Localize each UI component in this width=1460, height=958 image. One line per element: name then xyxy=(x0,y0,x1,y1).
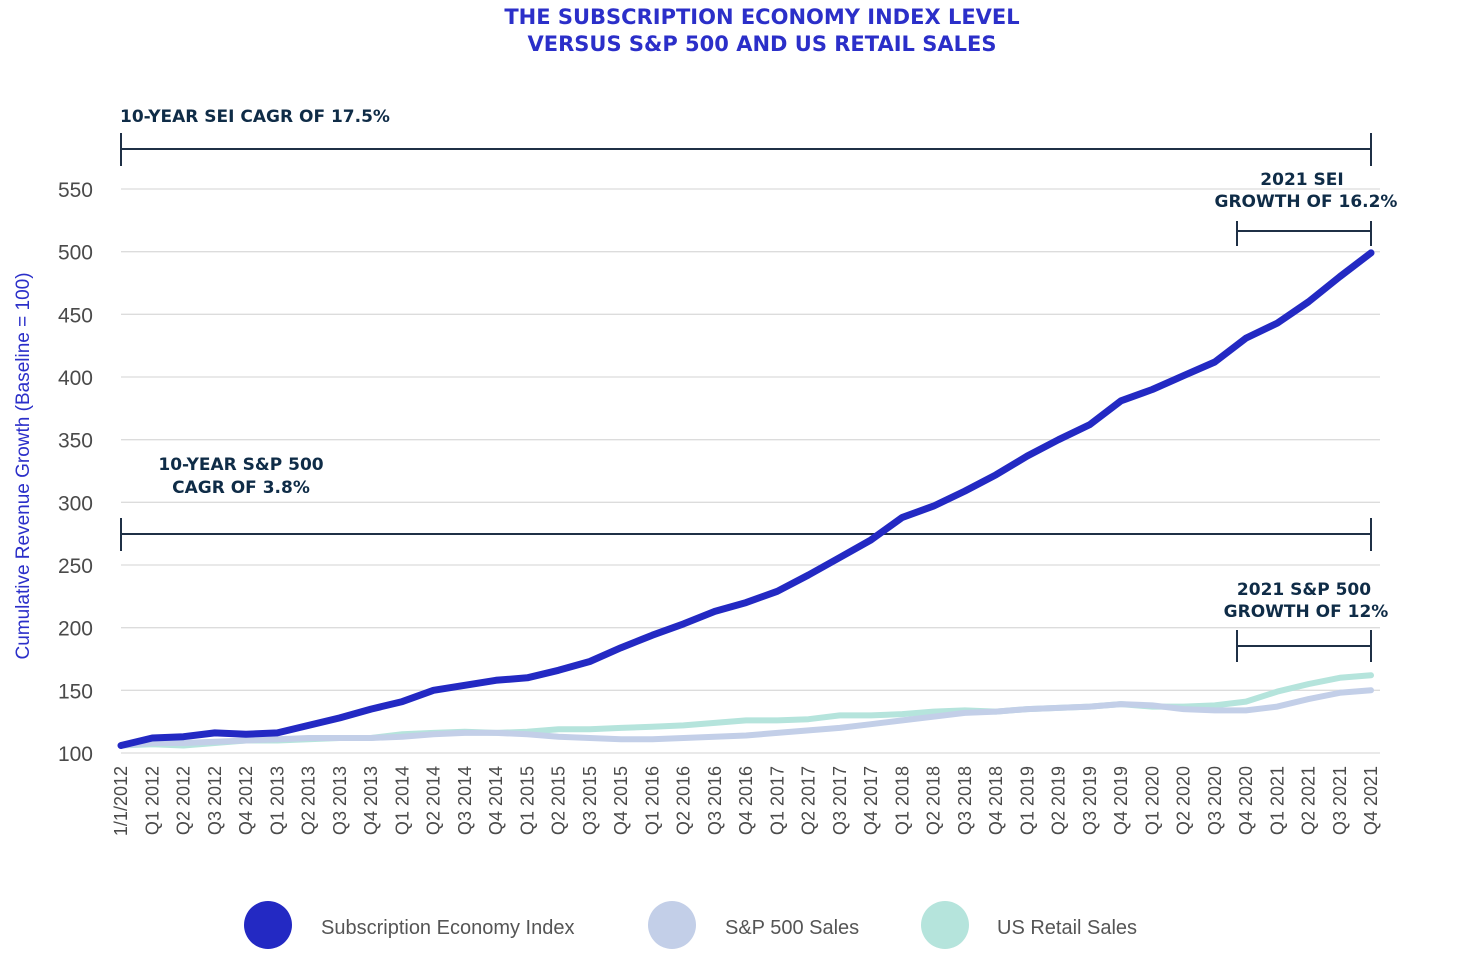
x-tick-label: Q3 2015 xyxy=(580,766,600,835)
x-tick-label: Q2 2014 xyxy=(424,766,444,835)
x-tick-label: Q3 2014 xyxy=(455,766,475,835)
annotation-sp-cagr-label-1: 10-YEAR S&P 500 xyxy=(158,455,323,475)
y-axis-label: Cumulative Revenue Growth (Baseline = 10… xyxy=(13,272,34,659)
annotation-sei-2021-label-1: 2021 SEI xyxy=(1260,170,1343,190)
series-lines xyxy=(117,249,1375,749)
annotation-sei-cagr: 10-YEAR SEI CAGR OF 17.5% xyxy=(120,107,1372,166)
chart-title-line-1: THE SUBSCRIPTION ECONOMY INDEX LEVEL xyxy=(504,5,1019,29)
y-tick-label: 300 xyxy=(58,492,93,515)
annotation-sei-2021: 2021 SEI GROWTH OF 16.2% xyxy=(1215,170,1398,246)
annotation-sp-2021: 2021 S&P 500 GROWTH OF 12% xyxy=(1224,580,1389,662)
x-tick-label: Q2 2018 xyxy=(924,766,944,835)
x-tick-label: Q2 2013 xyxy=(299,766,319,835)
x-tick-label: Q3 2018 xyxy=(955,766,975,835)
x-tick-label: Q2 2021 xyxy=(1299,766,1319,835)
x-tick-label: Q1 2021 xyxy=(1267,766,1287,835)
x-tick-label: Q2 2019 xyxy=(1049,766,1069,835)
y-tick-label: 500 xyxy=(58,242,93,265)
annotation-sp-cagr: 10-YEAR S&P 500 CAGR OF 3.8% xyxy=(120,455,1372,551)
y-tick-label: 200 xyxy=(58,618,93,641)
chart-title-line-2: VERSUS S&P 500 AND US RETAIL SALES xyxy=(528,32,997,56)
x-tick-label: Q3 2016 xyxy=(705,766,725,835)
x-tick-label: Q1 2018 xyxy=(892,766,912,835)
x-tick-label: Q4 2015 xyxy=(611,766,631,835)
x-tick-label: Q1 2016 xyxy=(642,766,662,835)
y-tick-label: 100 xyxy=(58,743,93,766)
x-tick-label: Q1 2012 xyxy=(142,766,162,835)
x-tick-label: Q3 2019 xyxy=(1080,766,1100,835)
legend-swatch-1 xyxy=(648,901,696,949)
x-tick-label: Q4 2013 xyxy=(361,766,381,835)
x-tick-label: Q4 2019 xyxy=(1111,766,1131,835)
x-axis-ticks: 1/1/2012 Q1 2012 Q2 2012 Q3 2012 Q4 2012 Q1 2… xyxy=(111,766,1381,836)
x-tick-label: Q1 2013 xyxy=(267,766,287,835)
x-tick-label: Q1 2015 xyxy=(517,766,537,835)
y-tick-label: 550 xyxy=(58,179,93,202)
annotation-sp-2021-label-1: 2021 S&P 500 xyxy=(1237,580,1371,600)
y-tick-label: 250 xyxy=(58,555,93,578)
annotation-sp-2021-label-2: GROWTH OF 12% xyxy=(1224,602,1389,622)
x-tick-label: Q2 2015 xyxy=(549,766,569,835)
x-tick-label: Q3 2020 xyxy=(1205,766,1225,835)
x-tick-label: Q4 2021 xyxy=(1361,766,1381,835)
x-tick-label: Q3 2013 xyxy=(330,766,350,835)
annotation-sei-2021-label-2: GROWTH OF 16.2% xyxy=(1215,192,1398,212)
legend-swatch-2 xyxy=(921,901,969,949)
x-tick-label: Q3 2012 xyxy=(205,766,225,835)
x-tick-label: Q2 2017 xyxy=(799,766,819,835)
x-tick-label: Q2 2020 xyxy=(1174,766,1194,835)
x-tick-label: 1/1/2012 xyxy=(111,766,131,836)
y-tick-label: 150 xyxy=(58,680,93,703)
annotation-sei-cagr-label: 10-YEAR SEI CAGR OF 17.5% xyxy=(120,107,390,127)
series-line-1 xyxy=(118,687,1374,749)
x-tick-label: Q4 2016 xyxy=(736,766,756,835)
x-tick-label: Q4 2017 xyxy=(861,766,881,835)
x-tick-label: Q4 2014 xyxy=(486,766,506,835)
legend-label-0: Subscription Economy Index xyxy=(321,917,574,939)
legend-swatch-0 xyxy=(244,901,292,949)
x-tick-label: Q4 2018 xyxy=(986,766,1006,835)
y-axis-ticks: 100 150 200 250 300 350 400 450 500 550 xyxy=(58,179,93,766)
y-tick-label: 350 xyxy=(58,430,93,453)
x-tick-label: Q4 2012 xyxy=(236,766,256,835)
y-tick-label: 400 xyxy=(58,367,93,390)
x-tick-label: Q1 2017 xyxy=(767,766,787,835)
x-tick-label: Q1 2019 xyxy=(1017,766,1037,835)
gridlines xyxy=(121,188,1380,754)
legend: Subscription Economy Index S&P 500 Sales U… xyxy=(244,901,1137,949)
x-tick-label: Q4 2020 xyxy=(1236,766,1256,835)
x-tick-label: Q2 2016 xyxy=(674,766,694,835)
y-tick-label: 450 xyxy=(58,304,93,327)
annotation-sp-cagr-label-2: CAGR OF 3.8% xyxy=(172,478,310,498)
x-tick-label: Q3 2017 xyxy=(830,766,850,835)
legend-label-2: US Retail Sales xyxy=(997,917,1137,939)
x-tick-label: Q1 2020 xyxy=(1142,766,1162,835)
x-tick-label: Q1 2014 xyxy=(392,766,412,835)
series-line-0 xyxy=(117,249,1375,749)
legend-label-1: S&P 500 Sales xyxy=(725,917,859,939)
x-tick-label: Q2 2012 xyxy=(174,766,194,835)
x-tick-label: Q3 2021 xyxy=(1330,766,1350,835)
